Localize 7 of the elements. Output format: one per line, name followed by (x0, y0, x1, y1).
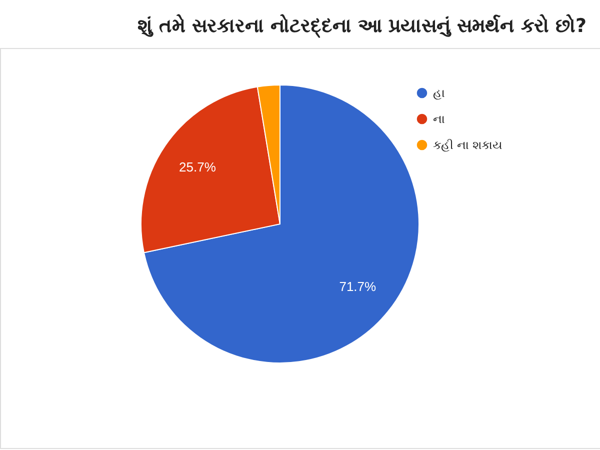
pie-slice (143, 84, 420, 364)
data-label: 25.7% (179, 160, 216, 175)
data-label: 71.7% (339, 279, 377, 294)
legend-label: ના (433, 112, 445, 126)
legend-label: હા (433, 86, 445, 100)
legend-label: કહી ના શકાય (433, 138, 503, 152)
chart-title: શું તમે સરકારના નોટરદ્દના આ પ્રયાસનું સમર્થન કરો છો? (138, 14, 586, 39)
